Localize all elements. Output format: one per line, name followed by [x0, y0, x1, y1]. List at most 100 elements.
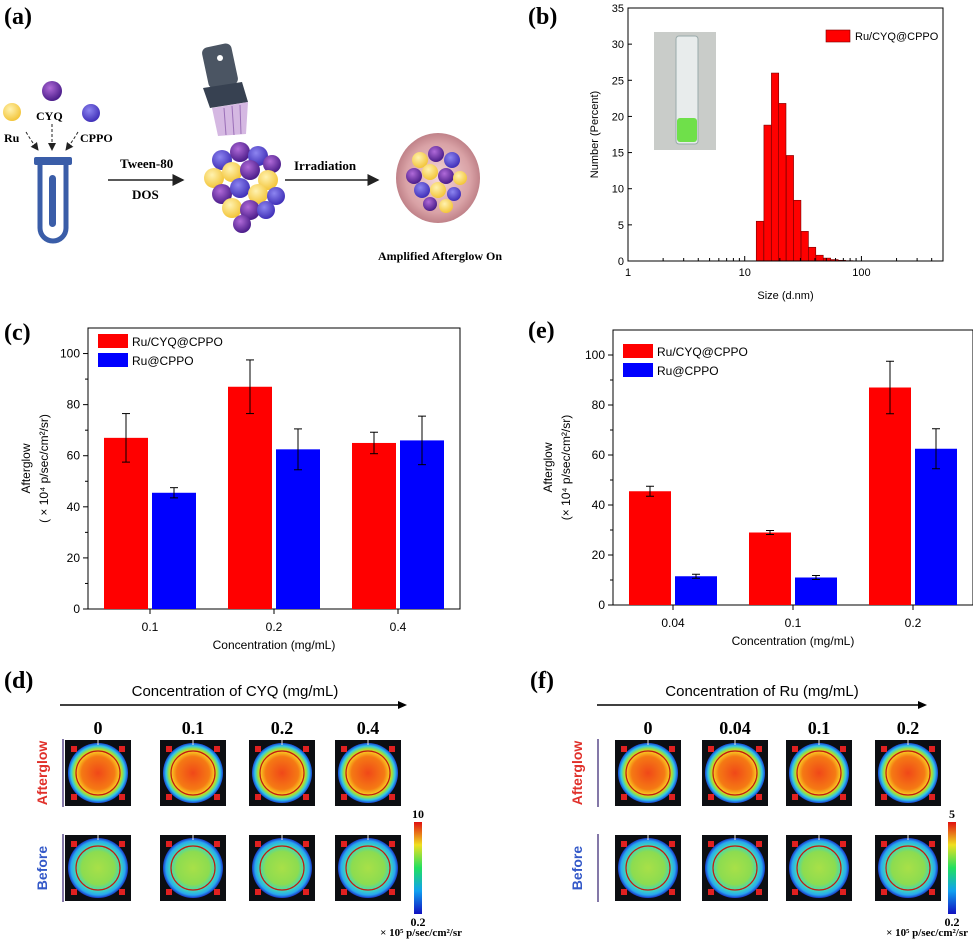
- roi-handle: [621, 889, 627, 895]
- roi-circle: [75, 750, 121, 796]
- roi-handle: [389, 794, 395, 800]
- bar-blue: [915, 448, 957, 605]
- y-tick-label: 40: [67, 500, 81, 514]
- roi-handle: [166, 841, 172, 847]
- roi-handle: [792, 746, 798, 752]
- roi-handle: [708, 841, 714, 847]
- roi-handle: [708, 889, 714, 895]
- x-axis-label: Concentration (mg/mL): [213, 638, 336, 652]
- reagent-ru: Ru: [4, 131, 20, 145]
- bar-blue: [400, 440, 444, 609]
- column-label: 0.2: [271, 718, 294, 738]
- before-signal: [705, 838, 765, 898]
- roi-handle: [303, 746, 309, 752]
- roi-handle: [792, 889, 798, 895]
- roi-circle: [885, 750, 931, 796]
- y-tick-label: 100: [585, 348, 605, 362]
- y-tick-label: 35: [612, 3, 624, 15]
- afterglow-signal: [163, 743, 223, 803]
- roi-handle: [756, 841, 762, 847]
- bar-blue: [276, 449, 320, 609]
- x-tick-label: 0.04: [661, 616, 685, 630]
- y-tick-label: 20: [67, 551, 81, 565]
- afterglow-particle: [396, 133, 480, 223]
- roi-handle: [71, 746, 77, 752]
- y-tick-label: 10: [612, 184, 624, 196]
- histogram-bar: [815, 254, 824, 262]
- x-tick-label: 0.4: [390, 620, 407, 634]
- legend-swatch: [623, 363, 653, 377]
- panel-label-f: (f): [530, 668, 554, 694]
- roi-circle: [170, 750, 216, 796]
- row-label-afterglow: Afterglow: [569, 741, 585, 806]
- roi-handle: [214, 746, 220, 752]
- panel-label-b: (b): [528, 4, 558, 30]
- schematic-a: Ru CYQ CPPO Tween-80 DOS Irradiation: [3, 43, 502, 263]
- roi-handle: [929, 889, 935, 895]
- afterglow-signal: [878, 743, 938, 803]
- roi-circle: [625, 750, 671, 796]
- afterglow-signal: [618, 743, 678, 803]
- roi-handle: [929, 841, 935, 847]
- y-tick-label: 80: [67, 398, 81, 412]
- bar-red: [352, 442, 396, 609]
- roi-handle: [756, 746, 762, 752]
- legend-swatch: [825, 29, 851, 43]
- test-tube-icon: [34, 157, 72, 244]
- grid-header: Concentration of Ru (mg/mL): [665, 683, 858, 700]
- roi-circle: [345, 845, 391, 891]
- bar-blue: [152, 492, 196, 609]
- roi-circle: [712, 750, 758, 796]
- x-tick-label: 0.2: [905, 616, 922, 630]
- before-signal: [878, 838, 938, 898]
- particle-cluster: [204, 142, 285, 233]
- y-axis-label: Afterglow: [19, 443, 33, 493]
- column-label: 0: [94, 718, 103, 738]
- roi-handle: [881, 841, 887, 847]
- x-tick-label: 10: [739, 267, 751, 279]
- roi-handle: [214, 841, 220, 847]
- row-label-before: Before: [569, 846, 585, 891]
- roi-handle: [166, 889, 172, 895]
- column-label: 0.1: [808, 718, 831, 738]
- y-tick-label: 20: [592, 548, 606, 562]
- bar-red: [749, 532, 791, 605]
- before-signal: [68, 838, 128, 898]
- roi-handle: [303, 889, 309, 895]
- panel-label-a: (a): [4, 4, 32, 30]
- bar-blue: [795, 577, 837, 605]
- y-axis-unit: ( × 10⁴ p/sec/cm²/sr): [37, 414, 51, 523]
- chart-c: 0 20 40 60 80 100 0.1 0.2 0.4 Concentration (mg/m…: [19, 327, 461, 652]
- column-label: 0.1: [182, 718, 205, 738]
- before-signal: [163, 838, 223, 898]
- row-label-before: Before: [34, 846, 50, 891]
- bar-red: [869, 387, 911, 605]
- y-tick-label: 15: [612, 148, 624, 160]
- roi-handle: [119, 889, 125, 895]
- y-tick-label: 60: [67, 449, 81, 463]
- roi-handle: [389, 841, 395, 847]
- roi-circle: [885, 845, 931, 891]
- roi-handle: [621, 841, 627, 847]
- before-signal: [252, 838, 312, 898]
- roi-handle: [341, 794, 347, 800]
- step1-top: Tween-80: [120, 156, 173, 171]
- panel-label-c: (c): [4, 320, 31, 346]
- afterglow-signal: [789, 743, 849, 803]
- roi-handle: [669, 841, 675, 847]
- result-label: Amplified Afterglow On: [378, 249, 502, 263]
- step2-label: Irradiation: [294, 158, 357, 173]
- roi-handle: [621, 746, 627, 752]
- column-label: 0.4: [357, 718, 380, 738]
- roi-handle: [621, 794, 627, 800]
- y-tick-label: 25: [612, 75, 624, 87]
- x-axis-label: Size (d.nm): [757, 290, 813, 302]
- before-signal: [618, 838, 678, 898]
- imaging-grid-d: Concentration of CYQ (mg/mL) 0 0.1 0.2 0.4 Af…: [34, 683, 462, 939]
- roi-circle: [796, 750, 842, 796]
- legend-label: Ru/CYQ@CPPO: [657, 345, 748, 359]
- legend-swatch: [98, 334, 128, 348]
- roi-handle: [881, 889, 887, 895]
- y-tick-label: 30: [612, 39, 624, 51]
